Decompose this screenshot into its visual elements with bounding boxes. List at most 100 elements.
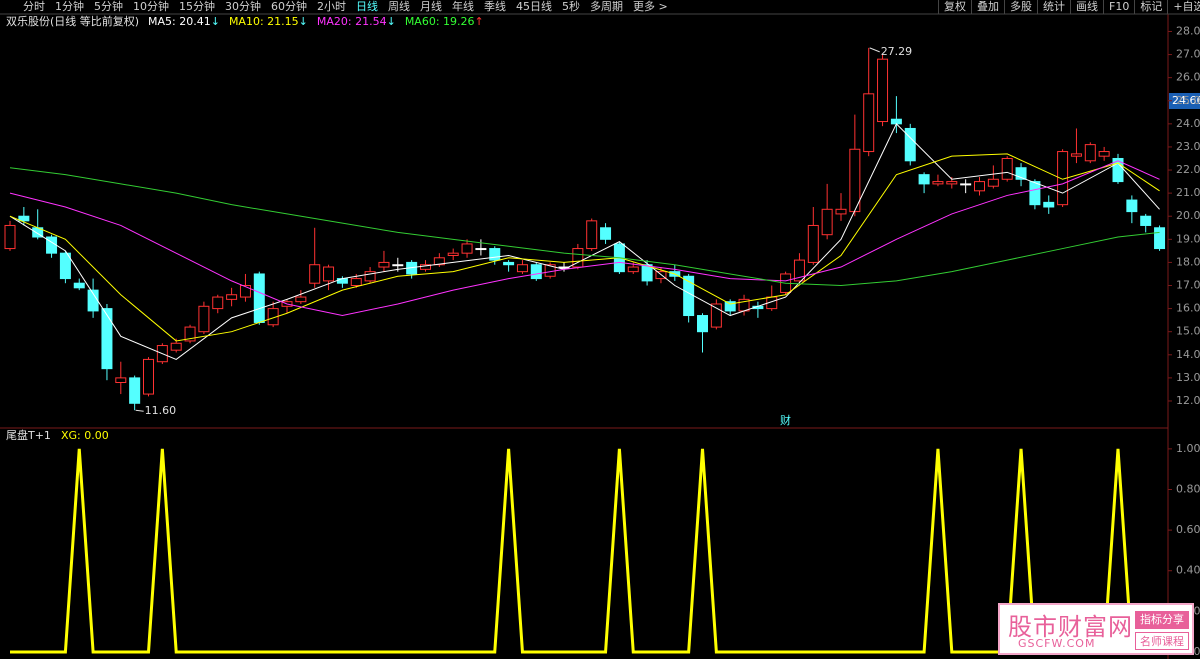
indicator-line: [10, 448, 1160, 654]
candle-body: [253, 273, 265, 323]
candle-body: [503, 261, 515, 266]
candle-body: [1098, 151, 1110, 157]
low-label: 11.60: [145, 404, 177, 417]
candle-body: [461, 243, 473, 254]
ma-line: [9, 160, 1160, 317]
candle-body: [309, 264, 321, 284]
period-tab[interactable]: 1分钟: [55, 0, 84, 13]
y-tick-label: 26.00: [1176, 71, 1200, 84]
tool-button[interactable]: F10: [1103, 0, 1134, 14]
high-pointer: [869, 47, 880, 53]
candle-body: [987, 178, 999, 187]
ma-legend: MA20: 21.54↓: [317, 15, 396, 28]
candle-body: [1140, 215, 1152, 226]
tool-button[interactable]: 叠加: [971, 0, 1004, 14]
price-tag-bg: [1169, 93, 1200, 109]
period-tab[interactable]: 更多 >: [633, 0, 668, 13]
ma-line: [9, 153, 1160, 342]
period-tab[interactable]: 5秒: [562, 0, 580, 13]
candle-body: [323, 266, 335, 282]
candle-body: [1070, 153, 1082, 157]
y-tick-label: 24.00: [1176, 117, 1200, 130]
period-tab[interactable]: 周线: [388, 0, 410, 13]
indicator-legend: XG: 0.00: [61, 429, 109, 442]
ma-legend: MA10: 21.15↓: [229, 15, 308, 28]
candle-body: [1084, 144, 1096, 162]
y-tick-label: 15.00: [1176, 325, 1200, 338]
candle-body: [835, 208, 847, 215]
y-tick-label: 1.00: [1176, 442, 1200, 455]
period-tab[interactable]: 15分钟: [179, 0, 215, 13]
candle-body: [558, 266, 570, 269]
candle-body: [212, 296, 224, 310]
y-tick-label: 12.00: [1176, 394, 1200, 407]
period-tab[interactable]: 季线: [484, 0, 506, 13]
candle-body: [641, 264, 653, 282]
y-tick-label: 20.00: [1176, 209, 1200, 222]
y-tick-label: 17.00: [1176, 279, 1200, 292]
period-tab[interactable]: 日线: [356, 0, 378, 13]
candle-body: [1029, 181, 1041, 206]
tool-button[interactable]: 复权: [938, 0, 971, 14]
candle-body: [793, 259, 805, 282]
period-tab[interactable]: 年线: [452, 0, 474, 13]
tool-button[interactable]: 多股: [1004, 0, 1037, 14]
period-tab[interactable]: 60分钟: [271, 0, 307, 13]
tool-button[interactable]: 统计: [1037, 0, 1070, 14]
candle-body: [129, 377, 141, 404]
candle-body: [350, 278, 362, 287]
y-tick-label: 28.00: [1176, 24, 1200, 37]
candle-body: [1043, 201, 1055, 208]
ma-arrow: ↓: [299, 15, 308, 28]
candle-body: [392, 264, 404, 267]
tool-button[interactable]: 标记: [1134, 0, 1167, 14]
watermark: 股市财富网 GSCFW.COM 指标分享 名师课程: [998, 603, 1194, 655]
candle-body: [946, 181, 958, 185]
candle-body: [1001, 157, 1013, 180]
period-tab[interactable]: 45日线: [516, 0, 552, 13]
tool-button[interactable]: +自选: [1167, 0, 1200, 14]
watermark-site: GSCFW.COM: [1018, 637, 1096, 650]
candle-body: [586, 220, 598, 250]
candle-body: [877, 58, 889, 123]
period-tab[interactable]: 10分钟: [133, 0, 169, 13]
ma-legend: MA5: 20.41↓: [148, 15, 220, 28]
candle-body: [974, 181, 985, 192]
candle-body: [336, 278, 348, 284]
candle-body: [4, 224, 16, 250]
y-tick-label: 25.00: [1176, 94, 1200, 107]
period-tab[interactable]: 多周期: [590, 0, 623, 13]
period-tab[interactable]: 5分钟: [94, 0, 123, 13]
candle-body: [364, 271, 376, 282]
y-tick-label: 0.80: [1176, 482, 1200, 495]
y-tick-label: 13.00: [1176, 371, 1200, 384]
candle-body: [627, 266, 639, 273]
ma-label: MA10: 21.15: [229, 15, 299, 28]
candle-body: [1126, 199, 1138, 213]
period-tab[interactable]: 30分钟: [225, 0, 261, 13]
candle-body: [572, 248, 584, 268]
y-tick-label: 0.40: [1176, 564, 1200, 577]
candle-body: [489, 248, 501, 261]
ma-line: [9, 122, 1160, 360]
chart-title: 双乐股份(日线 等比前复权): [6, 14, 139, 28]
y-tick-label: 16.00: [1176, 302, 1200, 315]
tool-button[interactable]: 画线: [1070, 0, 1103, 14]
candle-body: [683, 275, 695, 317]
period-tab[interactable]: 2小时: [317, 0, 346, 13]
candle-body: [184, 326, 196, 342]
candle-body: [918, 174, 930, 185]
watermark-name: 股市财富网: [1008, 613, 1133, 641]
candle-body: [59, 252, 71, 280]
candle-body: [516, 264, 528, 273]
ma-arrow: ↓: [387, 15, 396, 28]
ma-legend: MA60: 19.26↑: [405, 15, 484, 28]
period-tab[interactable]: 月线: [420, 0, 442, 13]
candle-body: [433, 257, 445, 266]
period-tab[interactable]: 分时: [23, 0, 45, 13]
ma-label: MA5: 20.41: [148, 15, 211, 28]
candle-body: [863, 93, 875, 153]
